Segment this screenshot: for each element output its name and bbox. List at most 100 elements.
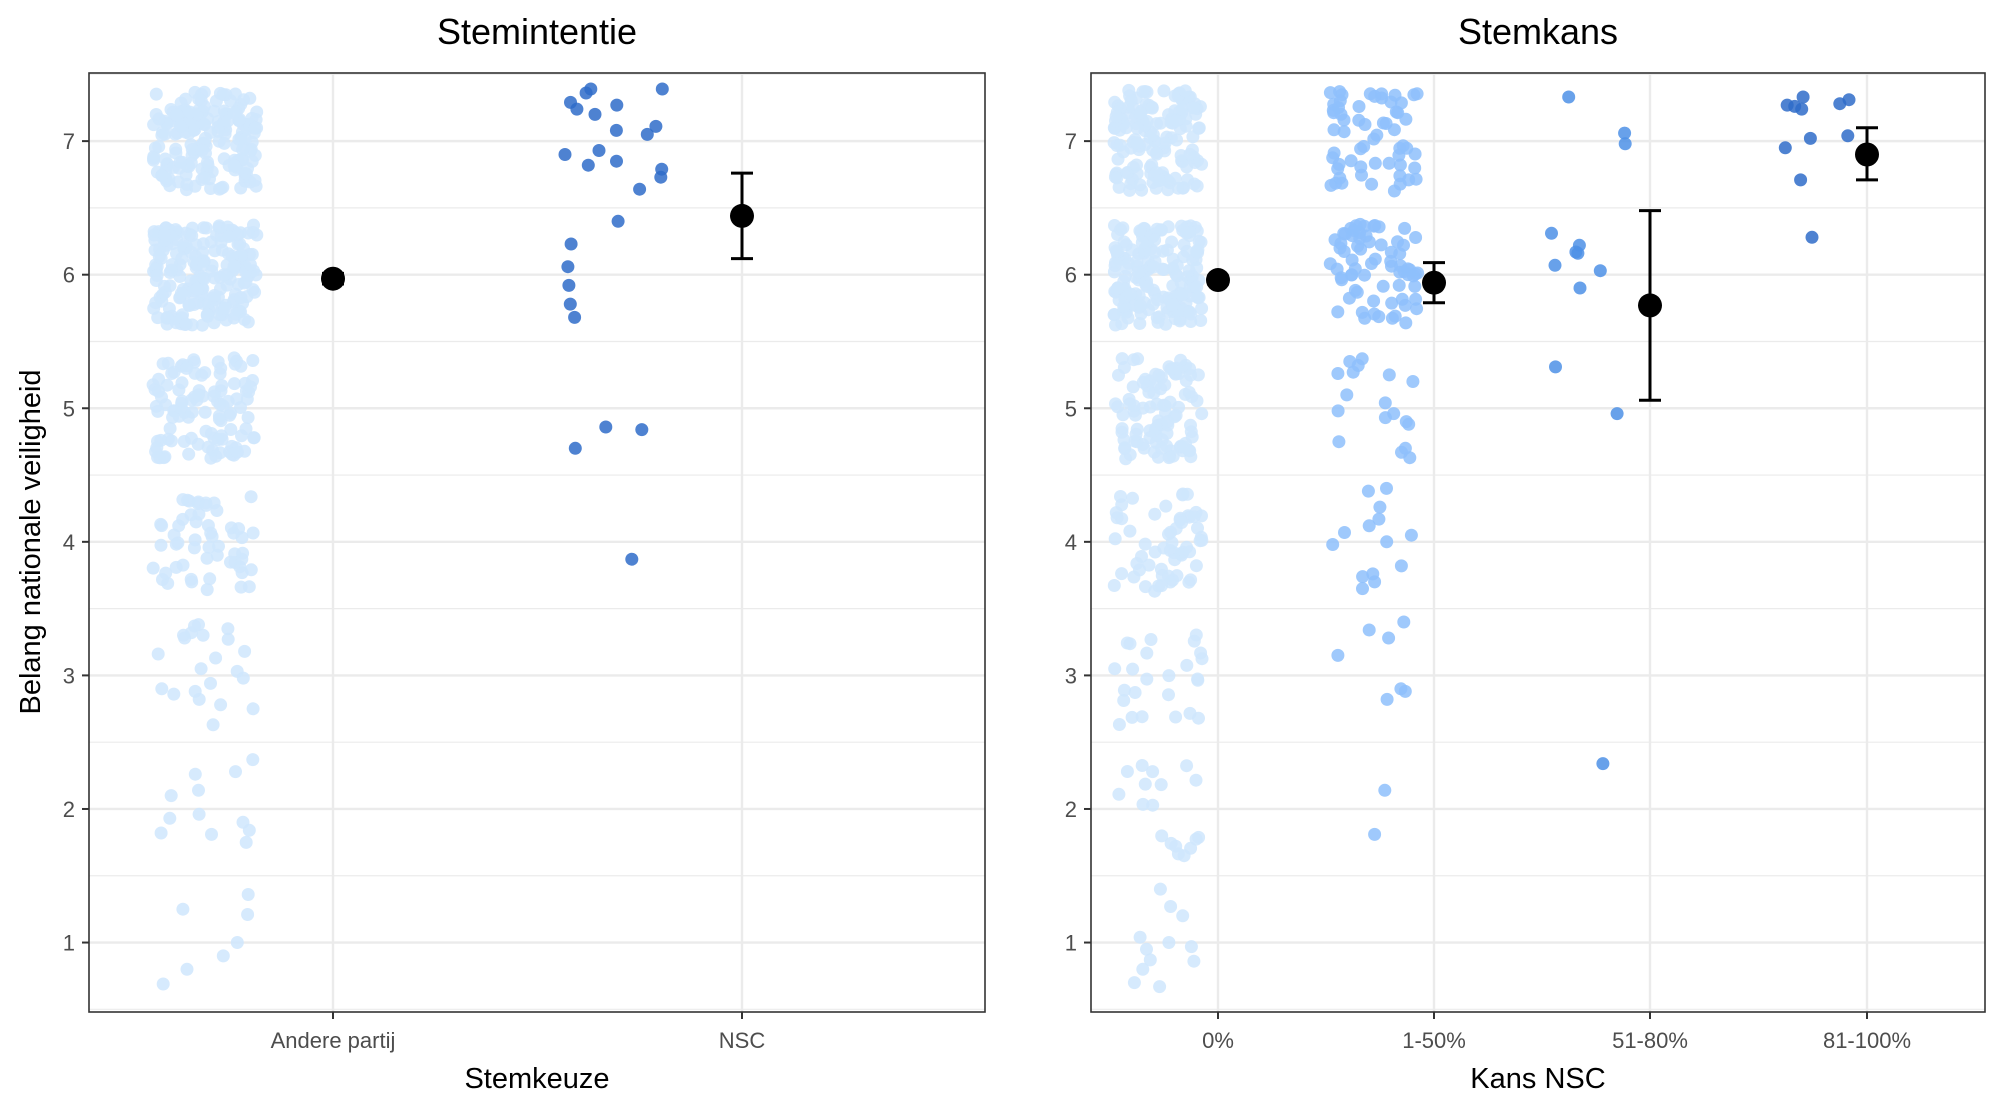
points-layer [146,82,669,991]
data-point [1130,136,1144,150]
data-point [1378,783,1392,797]
data-point [1148,507,1162,521]
data-point [1133,930,1147,944]
data-point [229,765,242,779]
data-point [241,908,255,921]
data-point [1548,258,1562,272]
data-point [1841,129,1855,143]
data-point [239,835,253,849]
data-point [244,380,257,394]
y-tick-label: 3 [1065,663,1077,688]
data-point [205,530,219,543]
data-point [173,119,187,133]
summary-layer [1206,126,1879,402]
data-point [1109,506,1123,520]
data-point [1338,526,1351,539]
data-point [151,450,165,464]
data-point [1193,534,1207,548]
data-point [1190,261,1204,275]
data-point [1165,235,1179,249]
data-point [610,154,623,168]
data-point [1162,688,1175,702]
data-point [1184,940,1198,954]
data-point [152,372,166,386]
data-point [245,247,259,261]
data-point [1140,280,1154,294]
data-point [1362,519,1376,533]
data-point [1151,293,1164,307]
data-point [1168,171,1182,185]
data-point [230,936,244,949]
data-point [1372,220,1386,234]
x-tick-label: 81-100% [1823,1028,1911,1053]
data-point [1323,86,1337,100]
data-point [1338,227,1352,241]
data-point [1174,149,1188,162]
data-point [1358,268,1371,282]
y-tick-label: 1 [1065,931,1077,956]
data-point [1134,299,1147,312]
data-point [1362,623,1376,637]
data-point [163,279,177,293]
data-point [625,552,639,566]
data-point [146,561,160,575]
data-point [1410,302,1424,316]
data-point [1331,404,1345,418]
data-point [1150,222,1164,236]
data-point [1177,849,1191,863]
mean-point [1206,268,1230,293]
data-point [241,161,254,175]
data-point [1372,512,1386,526]
data-point [1331,305,1345,319]
data-point [166,410,180,424]
data-point [1402,417,1416,431]
mean-point [1422,270,1446,295]
data-point [1133,563,1146,577]
y-tick-label: 2 [1065,797,1077,822]
data-point [1155,441,1168,455]
data-point [175,252,189,265]
data-point [1187,954,1201,968]
data-point [163,811,177,825]
data-point [1166,298,1180,312]
data-point [1164,525,1178,539]
data-point [1135,710,1149,724]
data-point [182,298,196,312]
data-point [159,566,173,580]
y-tick-label: 1 [63,931,75,956]
data-point [1124,287,1137,301]
y-tick-label: 6 [63,263,75,288]
data-point [1136,375,1150,389]
data-point [187,541,201,555]
data-point [611,214,625,228]
data-point [1165,536,1179,550]
y-tick-label: 4 [63,530,75,555]
data-point [1160,426,1174,440]
data-point [150,269,164,282]
data-point [199,424,213,438]
data-point [236,546,250,560]
data-point [156,357,170,371]
data-point [1120,765,1134,778]
data-point [174,286,188,300]
data-point [579,86,593,100]
data-point [158,152,172,166]
data-point [1157,84,1171,98]
data-point [1175,288,1189,302]
x-axis-title: Stemkeuze [464,1063,609,1095]
data-point [208,271,221,285]
data-point [1140,646,1154,660]
data-point [1402,173,1416,187]
data-point [1153,882,1167,896]
data-point [154,538,168,552]
data-point [1126,662,1140,676]
data-point [228,87,242,101]
data-point [180,361,193,375]
data-point [1409,292,1423,306]
data-point [1147,260,1161,274]
data-point [1187,101,1201,115]
data-point [1340,388,1354,402]
data-point [208,244,222,258]
data-point [1354,142,1368,156]
data-point [1367,294,1381,308]
